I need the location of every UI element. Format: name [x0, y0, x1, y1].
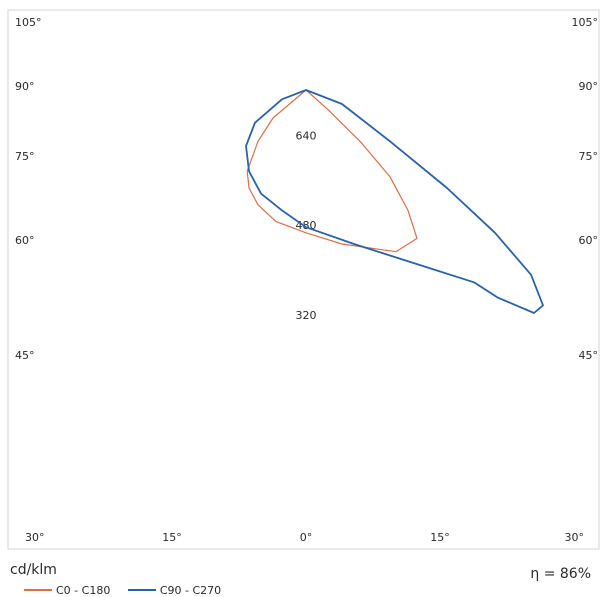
bottom-angle-label-pos30: 30°: [565, 531, 585, 544]
angle-label-left-75: 75°: [15, 150, 35, 163]
angle-label-right-105: 105°: [572, 16, 599, 29]
angle-label-right-75: 75°: [579, 150, 599, 163]
radial-label-320: 320: [296, 309, 317, 322]
plot-frame: [7, 9, 600, 550]
chart-footer: cd/klm η = 86% C0 - C180 C90 - C270: [0, 560, 601, 597]
legend-item-c90-c270: C90 - C270: [127, 583, 222, 597]
legend-label-c90-c270: C90 - C270: [159, 583, 222, 597]
angle-label-right-90: 90°: [579, 80, 599, 93]
legend: C0 - C180 C90 - C270: [24, 581, 235, 597]
series-curve-c90-c270: [245, 89, 544, 314]
polar-intensity-chart: 105° 90° 75° 60° 45° 105° 90° 75° 60° 45° 30° 15° 0°…: [7, 9, 600, 550]
bottom-angle-label-neg15: 15°: [162, 531, 182, 544]
bottom-angle-label-neg30: 30°: [25, 531, 45, 544]
angle-label-right-45: 45°: [579, 349, 599, 362]
radial-label-640: 640: [296, 129, 317, 142]
efficiency-label: η = 86%: [530, 566, 591, 582]
unit-label: cd/klm: [10, 562, 57, 578]
bottom-angle-label-pos0: 0°: [300, 531, 313, 544]
angle-label-left-45: 45°: [15, 349, 35, 362]
legend-item-c0-c180: C0 - C180: [24, 584, 110, 597]
series-curves: [245, 89, 544, 314]
legend-swatch-c0-c180: [24, 589, 52, 591]
angle-label-left-90: 90°: [15, 80, 35, 93]
legend-swatch-c90-c270: [127, 589, 156, 591]
series-curve-c0-c180: [246, 89, 418, 253]
angle-label-left-105: 105°: [15, 16, 42, 29]
bottom-angle-label-pos15: 15°: [430, 531, 450, 544]
legend-label-c0-c180: C0 - C180: [56, 583, 111, 597]
angle-label-right-60: 60°: [579, 234, 599, 247]
axis-labels: 105° 90° 75° 60° 45° 105° 90° 75° 60° 45° 30° 15° 0°…: [15, 16, 598, 544]
angle-label-left-60: 60°: [15, 234, 35, 247]
